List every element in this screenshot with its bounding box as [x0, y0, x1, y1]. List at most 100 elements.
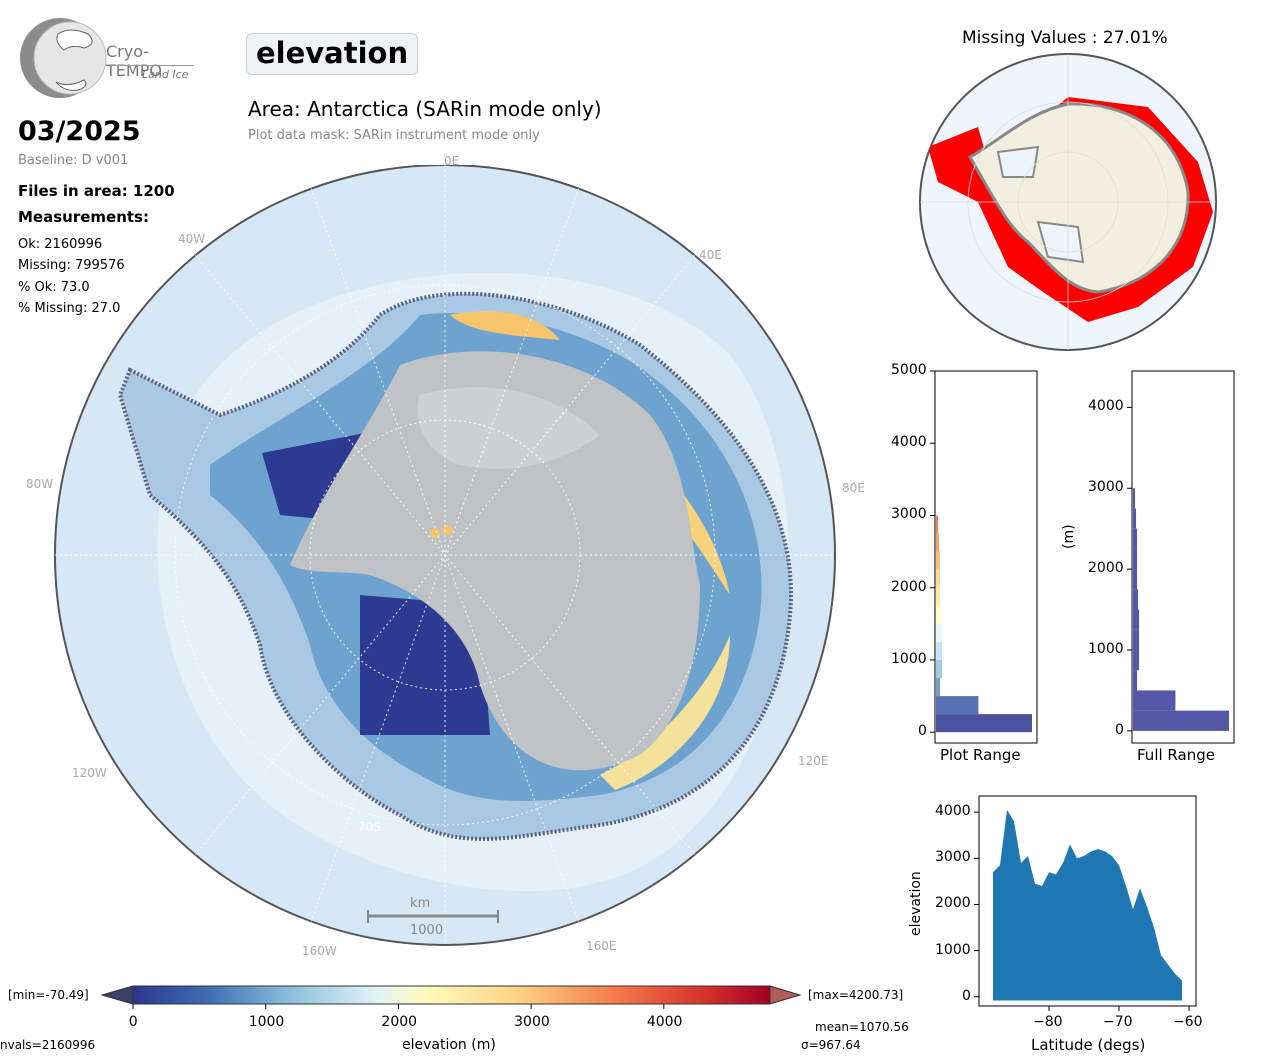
- hist-bar: [1133, 528, 1138, 549]
- hist-plot-range: [930, 370, 1038, 744]
- scatter-xtick-label: −80: [1033, 1014, 1063, 1030]
- scatter-ylabel: elevation: [908, 871, 924, 936]
- grid-label-160w: 160W: [302, 944, 337, 958]
- hist-bar: [936, 659, 943, 678]
- scatter-frame: [978, 795, 1197, 1007]
- colorbar-max-arrow: [769, 985, 802, 1005]
- hist-bar: [936, 623, 943, 642]
- colorbar-mean: mean=1070.56: [815, 1020, 909, 1034]
- colorbar-tick-label: 1000: [248, 1014, 285, 1030]
- hist-bar: [1133, 710, 1229, 731]
- scatter-ytick-label: 2000: [935, 895, 971, 912]
- hist-bar: [936, 696, 979, 715]
- scatter-ytick-label: 4000: [935, 803, 971, 820]
- hist-bar: [936, 551, 941, 570]
- scatter-xtick-label: −70: [1103, 1014, 1133, 1030]
- hist-bar: [1133, 650, 1140, 671]
- hist-full-ylabel: (m): [1061, 524, 1077, 549]
- hist-full-frame: [1131, 370, 1235, 744]
- mask-label: Plot data mask: SARin instrument mode on…: [248, 128, 540, 143]
- grid-label-40w: 40W: [178, 232, 206, 246]
- hist-tick-label: 5000: [891, 362, 927, 378]
- hist-full-xlabel: Full Range: [1137, 746, 1215, 764]
- colorbar-tick-label: 2000: [381, 1014, 418, 1030]
- hist-bar: [1133, 609, 1140, 630]
- logo: Cryo-TEMPO Land Ice: [18, 16, 200, 100]
- grid-label-80w: 80W: [26, 477, 54, 491]
- grid-label-160e: 160E: [586, 939, 617, 953]
- hist-bar: [936, 569, 941, 588]
- hist-bar: [936, 605, 942, 624]
- grid-label-70s: 70S: [358, 820, 381, 834]
- scatter-plot: [974, 795, 1197, 1011]
- grid-label-40e: 40E: [699, 248, 722, 262]
- missing-title: Missing Values : 27.01%: [962, 28, 1168, 48]
- hist-bar: [1133, 488, 1136, 509]
- hist-bar: [936, 677, 941, 697]
- main-map: [54, 165, 836, 946]
- hist-tick-label: 3000: [891, 506, 927, 523]
- date-label: 03/2025: [18, 116, 141, 147]
- scale-unit: km: [410, 896, 431, 911]
- files-label: Files in area: 1200: [18, 182, 175, 200]
- scatter-xtick-label: −60: [1173, 1014, 1203, 1030]
- colorbar-max: [max=4200.73]: [808, 988, 904, 1002]
- colorbar-min: [min=-70.49]: [8, 988, 89, 1002]
- scale-value: 1000: [410, 923, 444, 938]
- hist-bar: [936, 641, 943, 660]
- scatter-xlabel: Latitude (degs): [1031, 1036, 1146, 1054]
- hist-tick-label: 3000: [1088, 479, 1124, 496]
- colorbar-sigma: σ=967.64: [801, 1038, 861, 1052]
- hist-bar: [1133, 508, 1137, 529]
- pct-ok: % Ok: 73.0: [18, 280, 90, 295]
- hist-tick-label: 2000: [1088, 560, 1124, 577]
- colorbar-tick-label: 0: [128, 1014, 138, 1030]
- colorbar-tick-label: 4000: [646, 1014, 683, 1030]
- hist-bar: [936, 714, 1032, 733]
- grid-label-120w: 120W: [72, 766, 107, 780]
- colorbar-min-arrow: [100, 985, 134, 1005]
- hist-bar: [936, 533, 940, 552]
- hist-bar: [1133, 670, 1138, 691]
- hist-tick-label: 4000: [891, 434, 927, 451]
- pct-missing: % Missing: 27.0: [18, 301, 121, 316]
- scale-bar: [367, 910, 499, 923]
- colorbar-label: elevation (m): [402, 1037, 496, 1053]
- hist-bar: [1133, 629, 1140, 650]
- hist-tick-label: 0: [918, 723, 927, 740]
- scatter-ytick-label: 1000: [935, 941, 971, 958]
- ice-sheet-interior: [290, 351, 700, 771]
- graticule: [55, 165, 835, 945]
- area-label: Area: Antarctica (SARin mode only): [248, 97, 602, 121]
- colorbar: [100, 985, 802, 1009]
- logo-divider: [110, 65, 194, 66]
- ok-count: Ok: 2160996: [18, 237, 103, 252]
- grid-label-120e: 120E: [798, 754, 829, 768]
- measurements-heading: Measurements:: [18, 208, 149, 226]
- missing-values-map: [919, 53, 1217, 351]
- logo-subtitle: Land Ice: [142, 68, 189, 81]
- colorbar-tick-label: 3000: [514, 1014, 550, 1030]
- hist-bar: [936, 587, 941, 606]
- hist-bar: [1133, 548, 1138, 570]
- hist-tick-label: 1000: [891, 650, 927, 667]
- hist-bar: [1133, 690, 1176, 711]
- baseline-label: Baseline: D v001: [18, 153, 129, 168]
- missing-count: Missing: 799576: [18, 258, 125, 273]
- scatter-ytick-label: 0: [962, 987, 971, 1004]
- hist-tick-label: 1000: [1088, 641, 1124, 657]
- hist-bar: [1133, 589, 1139, 610]
- scatter-points: [993, 809, 1182, 1001]
- grid-label-80e: 80E: [842, 481, 865, 495]
- hist-plot-frame: [934, 370, 1038, 744]
- page-title: elevation: [246, 33, 419, 75]
- hist-bar: [1133, 569, 1138, 590]
- grid-label-0e: 0E: [444, 154, 460, 168]
- hist-tick-label: 4000: [1088, 398, 1124, 415]
- scatter-ytick-label: 3000: [935, 849, 971, 866]
- hist-plot-xlabel: Plot Range: [940, 746, 1021, 764]
- hist-tick-label: 0: [1115, 721, 1124, 738]
- hist-bar: [936, 515, 939, 534]
- hist-tick-label: 2000: [891, 578, 927, 595]
- logo-globe-icon: [20, 18, 107, 98]
